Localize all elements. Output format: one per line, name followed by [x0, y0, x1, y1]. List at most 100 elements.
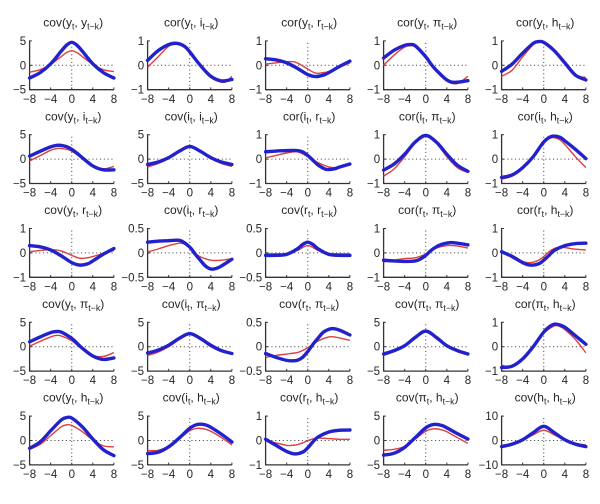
svg-text:4: 4	[208, 281, 215, 293]
svg-text:5: 5	[374, 411, 380, 423]
svg-text:−8: −8	[259, 375, 272, 387]
svg-text:5: 5	[20, 317, 26, 329]
svg-text:−4: −4	[162, 375, 176, 387]
svg-text:−8: −8	[495, 94, 508, 106]
svg-text:−5: −5	[131, 179, 144, 191]
svg-text:4: 4	[208, 188, 215, 200]
svg-text:−5: −5	[13, 85, 26, 97]
svg-text:4: 4	[562, 281, 569, 293]
svg-text:4: 4	[326, 94, 333, 106]
svg-text:5: 5	[20, 411, 26, 423]
svg-text:−4: −4	[280, 469, 294, 481]
svg-text:−0.5: −0.5	[121, 272, 144, 284]
svg-text:8: 8	[347, 281, 353, 293]
svg-text:5: 5	[20, 36, 26, 48]
svg-text:0.5: 0.5	[128, 224, 144, 236]
svg-text:4: 4	[208, 94, 215, 106]
svg-text:1: 1	[256, 130, 262, 142]
svg-text:0: 0	[187, 469, 193, 481]
svg-text:0: 0	[305, 375, 311, 387]
svg-text:−4: −4	[280, 375, 294, 387]
svg-text:1: 1	[256, 411, 262, 423]
svg-text:0: 0	[20, 154, 26, 166]
svg-text:−1: −1	[249, 179, 262, 191]
svg-text:0: 0	[69, 281, 75, 293]
svg-text:4: 4	[444, 188, 451, 200]
svg-text:0: 0	[305, 94, 311, 106]
svg-text:4: 4	[326, 469, 333, 481]
svg-text:4: 4	[562, 469, 569, 481]
svg-text:−1: −1	[13, 272, 26, 284]
svg-text:1: 1	[492, 130, 498, 142]
svg-text:−1: −1	[485, 85, 498, 97]
svg-text:−4: −4	[162, 94, 176, 106]
svg-text:1: 1	[374, 130, 380, 142]
svg-text:−10: −10	[479, 460, 499, 472]
svg-text:0: 0	[256, 342, 262, 354]
svg-text:4: 4	[444, 375, 451, 387]
svg-text:8: 8	[111, 94, 117, 106]
svg-text:8: 8	[111, 188, 117, 200]
svg-text:−1: −1	[485, 272, 498, 284]
svg-text:4: 4	[90, 94, 97, 106]
svg-text:1: 1	[138, 36, 144, 48]
svg-text:−4: −4	[398, 375, 412, 387]
svg-text:−8: −8	[141, 281, 154, 293]
svg-text:0: 0	[541, 375, 547, 387]
svg-text:5: 5	[20, 130, 26, 142]
svg-text:8: 8	[347, 469, 353, 481]
svg-text:0: 0	[423, 94, 429, 106]
svg-text:−8: −8	[23, 469, 36, 481]
svg-text:−1: −1	[249, 460, 262, 472]
svg-text:0: 0	[138, 154, 144, 166]
svg-text:−4: −4	[516, 375, 530, 387]
svg-text:5: 5	[374, 317, 380, 329]
svg-text:0: 0	[492, 248, 498, 260]
svg-text:−8: −8	[495, 188, 508, 200]
svg-text:0: 0	[541, 469, 547, 481]
svg-text:8: 8	[229, 469, 235, 481]
svg-text:−1: −1	[367, 272, 380, 284]
svg-text:8: 8	[229, 375, 235, 387]
svg-text:−5: −5	[13, 460, 26, 472]
svg-text:0: 0	[20, 436, 26, 448]
svg-text:−8: −8	[259, 281, 272, 293]
svg-text:−4: −4	[398, 94, 412, 106]
svg-text:0: 0	[187, 281, 193, 293]
svg-text:−8: −8	[495, 375, 508, 387]
svg-text:1: 1	[492, 36, 498, 48]
svg-text:5: 5	[138, 130, 144, 142]
svg-text:8: 8	[583, 469, 589, 481]
svg-text:−4: −4	[44, 94, 58, 106]
svg-text:8: 8	[347, 188, 353, 200]
svg-text:4: 4	[90, 188, 97, 200]
svg-text:0: 0	[187, 188, 193, 200]
svg-text:0: 0	[305, 281, 311, 293]
svg-text:−4: −4	[516, 188, 530, 200]
svg-text:−8: −8	[23, 375, 36, 387]
svg-text:0: 0	[138, 342, 144, 354]
svg-text:8: 8	[465, 375, 471, 387]
svg-text:−4: −4	[398, 469, 412, 481]
svg-text:−8: −8	[259, 469, 272, 481]
svg-text:−0.5: −0.5	[239, 272, 262, 284]
svg-text:−4: −4	[162, 469, 176, 481]
svg-text:0: 0	[138, 436, 144, 448]
svg-text:−8: −8	[141, 188, 154, 200]
svg-text:−8: −8	[377, 188, 390, 200]
svg-text:−4: −4	[162, 188, 176, 200]
svg-text:8: 8	[229, 94, 235, 106]
svg-text:4: 4	[90, 375, 97, 387]
svg-text:4: 4	[90, 469, 97, 481]
svg-text:0: 0	[138, 248, 144, 260]
svg-text:−5: −5	[131, 460, 144, 472]
svg-text:0: 0	[187, 94, 193, 106]
svg-text:8: 8	[583, 188, 589, 200]
svg-text:−8: −8	[377, 375, 390, 387]
svg-text:−8: −8	[377, 281, 390, 293]
svg-text:0: 0	[69, 375, 75, 387]
svg-text:4: 4	[208, 375, 215, 387]
svg-text:8: 8	[465, 94, 471, 106]
svg-text:1: 1	[374, 224, 380, 236]
svg-text:−4: −4	[398, 281, 412, 293]
